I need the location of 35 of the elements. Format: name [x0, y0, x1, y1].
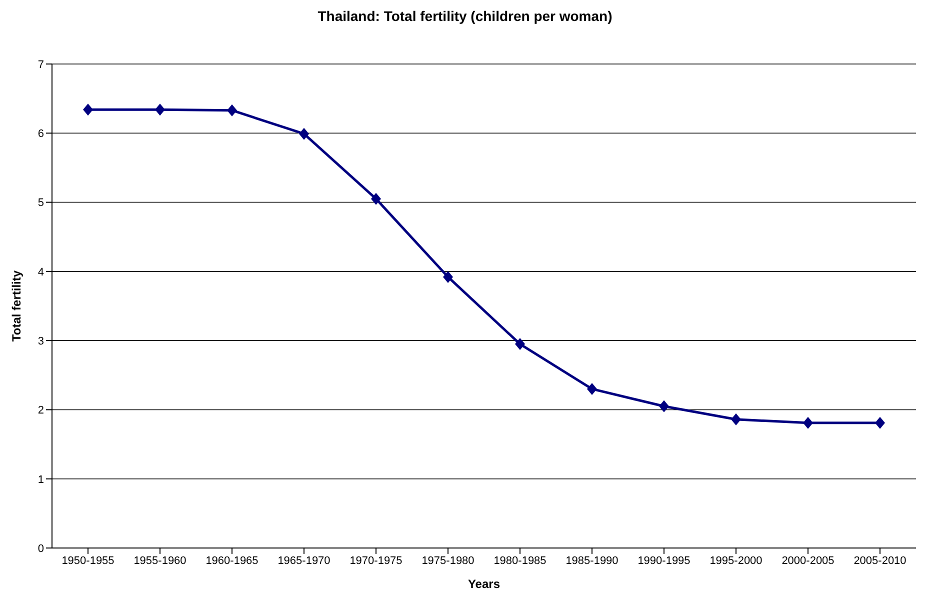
point: [299, 128, 309, 140]
x-tick-label: 1950-1955: [62, 554, 114, 567]
x-tick-label: 2005-2010: [854, 554, 906, 567]
x-tick-label: 1985-1990: [566, 554, 618, 567]
x-tick-label: 1990-1995: [638, 554, 690, 567]
y-tick-label: 4: [38, 266, 44, 278]
point: [155, 104, 165, 116]
point: [515, 338, 525, 350]
x-tick-label: 1975-1980: [422, 554, 474, 567]
x-tick-label: 1965-1970: [278, 554, 330, 567]
chart-title: Thailand: Total fertility (children per woman): [316, 8, 614, 26]
y-tick-label: 0: [38, 542, 44, 555]
x-tick-label: 2000-2005: [782, 554, 834, 567]
x-tick-label: 1955-1960: [134, 554, 186, 567]
y-axis-title: Total fertility: [9, 270, 24, 342]
point: [803, 416, 813, 429]
x-tick-label: 1960-1965: [206, 554, 258, 567]
point: [587, 382, 597, 395]
x-axis-title: Years: [468, 577, 500, 591]
y-tick-label: 7: [38, 58, 44, 71]
x-tick-label: 1995-2000: [710, 554, 762, 567]
y-tick-label: 1: [38, 474, 44, 486]
point: [875, 416, 885, 429]
y-tick-label: 3: [38, 335, 44, 348]
point: [83, 104, 93, 116]
point: [443, 270, 453, 283]
y-tick-label: 5: [38, 197, 44, 210]
x-tick-label: 1970-1975: [350, 554, 402, 567]
point: [227, 104, 237, 116]
point: [659, 400, 669, 412]
point: [731, 413, 741, 426]
y-tick-label: 6: [38, 128, 44, 140]
y-tick-label: 2: [38, 404, 44, 417]
point: [371, 192, 381, 205]
x-tick-label: 1980-1985: [494, 554, 546, 567]
